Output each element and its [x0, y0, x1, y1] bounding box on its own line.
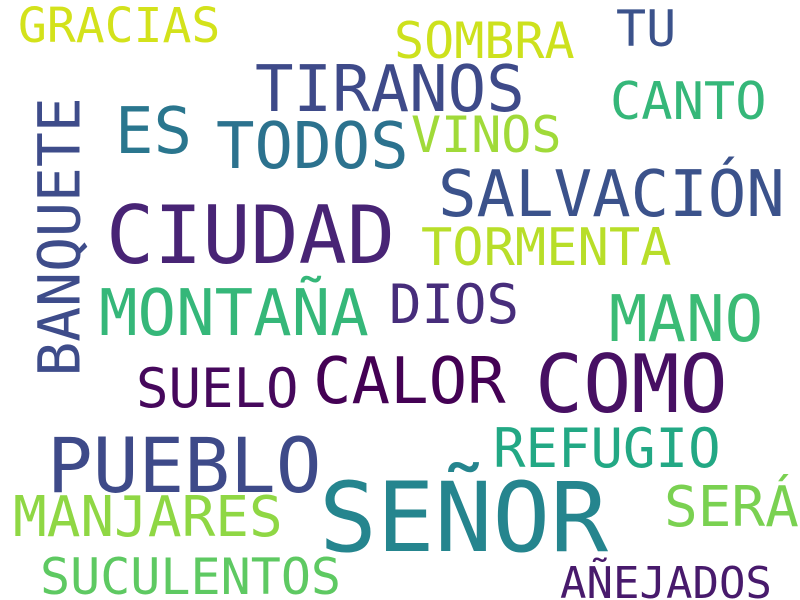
word-como: COMO: [535, 338, 728, 431]
word-calor: CALOR: [313, 345, 506, 419]
word-suculentos: SUCULENTOS: [40, 548, 342, 600]
word-gracias: GRACIAS: [18, 0, 221, 54]
word-canto: CANTO: [610, 72, 767, 132]
word-vinos: VINOS: [411, 106, 562, 164]
word-tu: TU: [616, 0, 677, 58]
word-suelo: SUELO: [136, 357, 299, 420]
word-todos: TODOS: [216, 110, 409, 184]
word-banquete: BANQUETE: [25, 97, 94, 377]
word-tormenta: TORMENTA: [421, 218, 672, 278]
word-montana: MONTAÑA: [99, 277, 369, 351]
word-manjares: MANJARES: [13, 485, 283, 550]
word-mano: MANO: [609, 283, 764, 357]
word-sombra: SOMBRA: [394, 12, 575, 70]
word-es: ES: [115, 95, 193, 169]
word-sera: SERÁ: [664, 475, 799, 540]
word-pueblo: PUEBLO: [47, 421, 322, 510]
word-senor: SEÑOR: [319, 462, 608, 574]
word-ciudad: CIUDAD: [106, 189, 395, 282]
word-tiranos: TIRANOS: [255, 53, 525, 127]
word-anejados: AÑEJADOS: [560, 558, 772, 600]
word-salvacion: SALVACIÓN: [438, 158, 785, 232]
word-refugio: REFUGIO: [493, 417, 721, 480]
word-dios: DIOS: [389, 273, 520, 336]
